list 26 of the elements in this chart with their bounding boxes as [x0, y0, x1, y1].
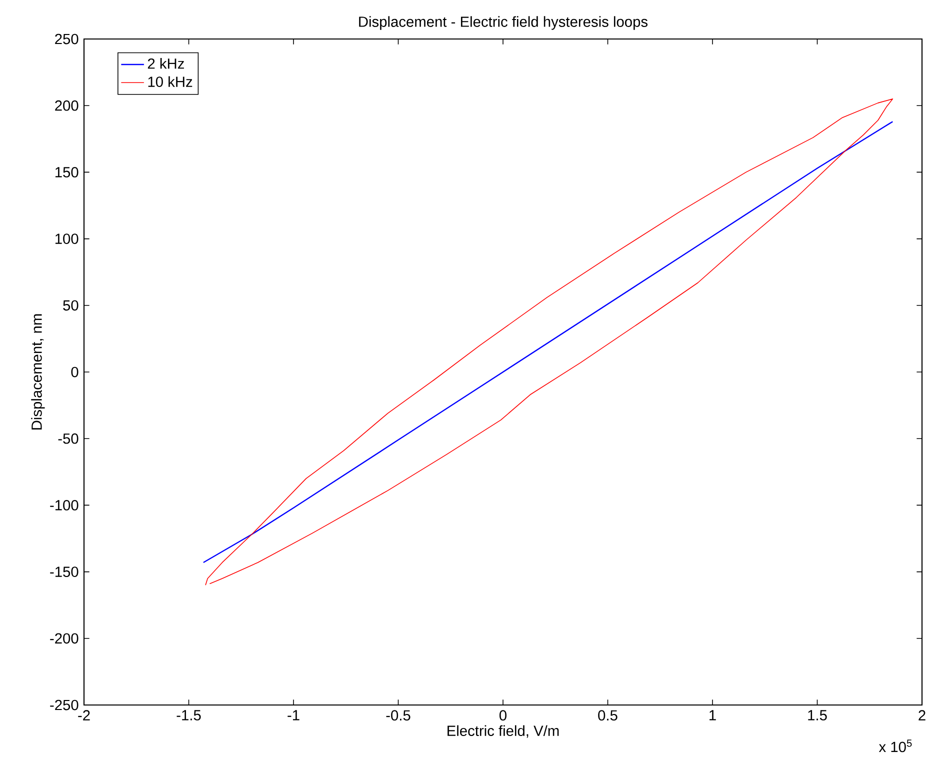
x-tick-label: 1.5: [808, 710, 827, 720]
chart-title: Displacement - Electric field hysteresis loops: [359, 16, 648, 30]
y-axis-title: Displacement, nm: [31, 314, 45, 430]
x-tick-label: 0.5: [598, 710, 618, 721]
x-tick-label: -0.5: [386, 710, 410, 721]
legend-label: 10 kHz: [148, 76, 192, 87]
x-tick-label: 0: [499, 710, 506, 721]
y-tick-label: 150: [55, 167, 78, 178]
x-tick-label: 2: [918, 710, 926, 720]
y-tick-label: 250: [55, 34, 78, 44]
x-tick-label: -1: [288, 710, 300, 720]
x-tick-label: -1.5: [176, 710, 201, 720]
x-tick-label: 1: [710, 710, 716, 720]
y-tick-label: -150: [50, 566, 78, 577]
y-tick-label: 100: [55, 234, 78, 244]
y-tick-label: 0: [71, 366, 78, 378]
legend-label: 2 kHz: [148, 58, 184, 69]
y-tick-label: 200: [55, 100, 78, 111]
x-axis-title: Electric field, V/m: [448, 725, 559, 738]
y-tick-label: -250: [50, 700, 78, 710]
y-tick-label: -200: [50, 633, 78, 644]
y-tick-label: 50: [63, 300, 78, 311]
y-tick-label: -50: [58, 433, 78, 444]
text: x 10$^{5}$: [878, 740, 912, 752]
y-tick-label: -100: [50, 500, 78, 510]
x-tick-label: -2: [78, 710, 90, 720]
